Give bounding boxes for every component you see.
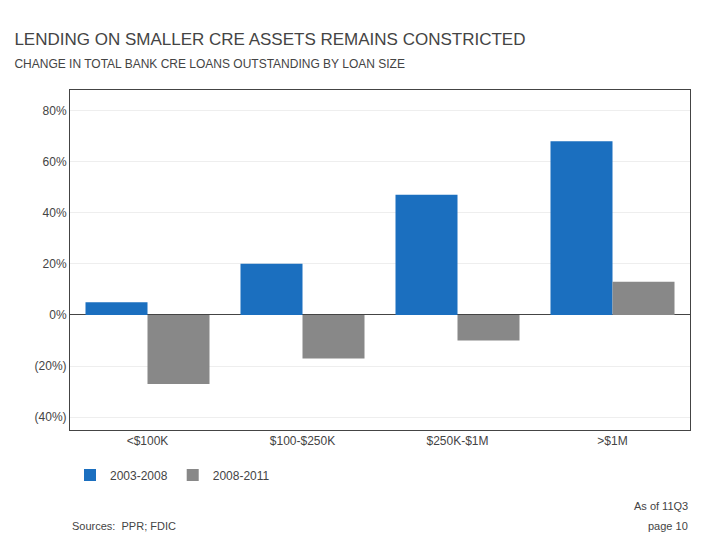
svg-text:As of 11Q3: As of 11Q3 <box>634 500 688 512</box>
svg-text:20%: 20% <box>43 257 67 271</box>
svg-text:2008-2011: 2008-2011 <box>213 469 270 483</box>
svg-text:40%: 40% <box>43 206 67 220</box>
svg-text:CHANGE IN TOTAL BANK CRE LOANS: CHANGE IN TOTAL BANK CRE LOANS OUTSTANDI… <box>14 57 405 71</box>
svg-text:Sources: PPR; FDIC: Sources: PPR; FDIC <box>72 520 176 532</box>
svg-text:60%: 60% <box>43 155 67 169</box>
svg-text:>$1M: >$1M <box>597 434 627 448</box>
svg-text:(20%): (20%) <box>35 359 67 373</box>
svg-text:<$100K: <$100K <box>127 434 169 448</box>
svg-text:80%: 80% <box>43 104 67 118</box>
svg-text:LENDING ON SMALLER CRE ASSETS: LENDING ON SMALLER CRE ASSETS REMAINS CO… <box>14 30 525 49</box>
svg-text:$250K-$1M: $250K-$1M <box>426 434 488 448</box>
svg-text:2003-2008: 2003-2008 <box>110 469 168 483</box>
svg-text:$100-$250K: $100-$250K <box>270 434 335 448</box>
svg-text:page 10: page 10 <box>648 520 688 532</box>
svg-text:0%: 0% <box>49 308 67 322</box>
svg-text:(40%): (40%) <box>35 410 67 424</box>
